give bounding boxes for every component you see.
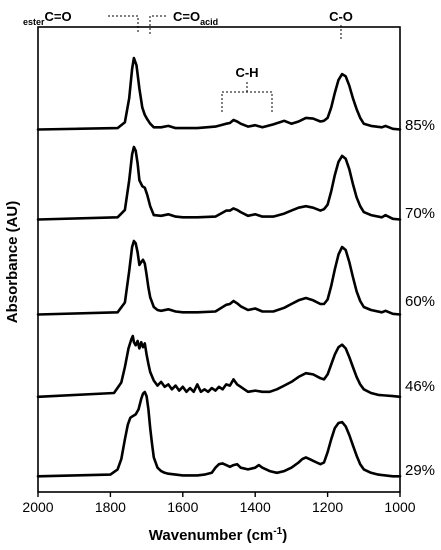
x-tick-label: 1800 bbox=[95, 499, 126, 515]
plot-frame bbox=[37, 26, 401, 493]
series-label-29pct: 29% bbox=[405, 462, 435, 479]
co-annotation: C-O bbox=[329, 9, 353, 40]
series-label-60pct: 60% bbox=[405, 293, 435, 310]
ch-annotation: C-H bbox=[221, 65, 273, 112]
x-axis-title: Wavenumber (cm-1) bbox=[149, 526, 287, 544]
series-label-46pct: 46% bbox=[405, 378, 435, 395]
spectra-traces bbox=[36, 56, 402, 478]
spectrum-trace-29pct bbox=[36, 390, 402, 478]
acid-carbonyl-label: C=Oacid bbox=[173, 9, 218, 27]
spectrum-trace-60pct bbox=[36, 239, 402, 316]
ester-carbonyl-marker bbox=[108, 15, 139, 34]
x-axis-ticks: 2000 1800 1600 1400 1200 1000 bbox=[22, 492, 416, 515]
ch-bracket bbox=[221, 82, 273, 112]
x-tick-label: 1000 bbox=[384, 499, 415, 515]
series-labels: 85% 70% 60% 46% 29% bbox=[405, 117, 435, 479]
y-axis-title: Absorbance (AU) bbox=[4, 201, 21, 324]
x-tick-label: 1200 bbox=[312, 499, 343, 515]
series-label-85pct: 85% bbox=[405, 117, 435, 134]
ch-label: C-H bbox=[235, 65, 258, 80]
x-tick-label: 1600 bbox=[167, 499, 198, 515]
co-label: C-O bbox=[329, 9, 353, 24]
ester-carbonyl-annotation: esterC=O bbox=[23, 9, 139, 34]
acid-carbonyl-marker bbox=[149, 15, 168, 34]
spectrum-trace-70pct bbox=[36, 145, 402, 221]
series-label-70pct: 70% bbox=[405, 205, 435, 222]
spectrum-trace-46pct bbox=[36, 334, 402, 399]
spectrum-trace-85pct bbox=[36, 56, 402, 131]
x-tick-label: 2000 bbox=[22, 499, 53, 515]
x-tick-label: 1400 bbox=[240, 499, 271, 515]
acid-carbonyl-annotation: C=Oacid bbox=[149, 9, 218, 34]
ester-carbonyl-label: esterC=O bbox=[23, 9, 72, 27]
